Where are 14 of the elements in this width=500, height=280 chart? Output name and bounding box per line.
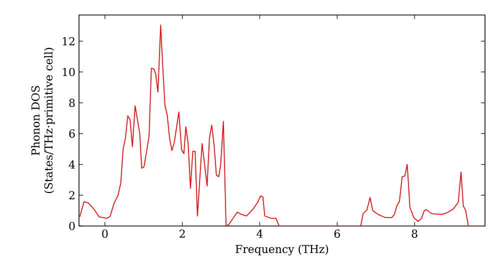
y-tick-label: 8 [69, 98, 75, 107]
y-tick-label: 0 [69, 222, 75, 230]
x-tick-label: 6 [334, 230, 340, 238]
y-axis-title: Phonon DOS (States/THz·primitive cell) [31, 48, 55, 194]
x-tick-label: 8 [412, 230, 418, 238]
x-axis-title: Frequency (THz) [236, 244, 328, 256]
y-tick-label: 10 [62, 68, 75, 76]
y-tick-label: 12 [62, 37, 74, 46]
x-tick-label: 4 [256, 230, 263, 238]
x-tick-label: 2 [180, 230, 185, 238]
y-tick-label: 6 [69, 129, 75, 138]
x-tick-label: 0 [102, 230, 108, 238]
y-tick-label: 2 [69, 191, 74, 200]
y-tick-label: 4 [68, 160, 75, 168]
